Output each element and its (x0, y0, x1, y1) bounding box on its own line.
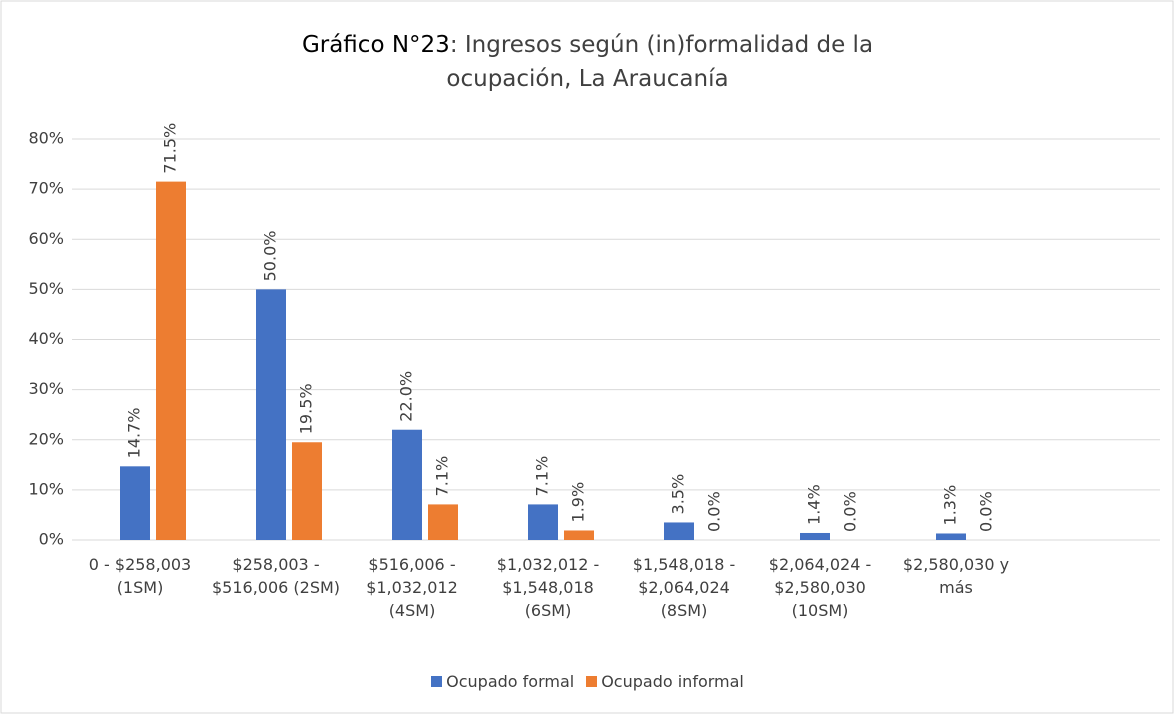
data-label: 0.0% (841, 491, 860, 532)
data-label: 71.5% (161, 123, 180, 174)
x-tick-label: $1,032,012 - $1,548,018 (6SM) (496, 555, 600, 620)
bar (664, 522, 694, 540)
y-tick-label: 50% (28, 279, 64, 298)
legend-label: Ocupado formal (446, 672, 575, 691)
data-label: 1.9% (569, 482, 588, 523)
legend-label: Ocupado informal (601, 672, 744, 691)
bar (564, 530, 594, 540)
title-bold: Gráfico N°23 (301, 32, 450, 58)
data-label: 14.7% (125, 407, 144, 458)
x-tick-label: $2,580,030 y más (902, 555, 1010, 597)
legend: Ocupado formal Ocupado informal (0, 672, 1175, 691)
bar (528, 504, 558, 540)
bar (428, 504, 458, 540)
data-label: 0.0% (705, 491, 724, 532)
y-tick-label: 70% (28, 179, 64, 198)
data-label: 19.5% (297, 383, 316, 434)
data-label: 0.0% (977, 491, 996, 532)
bar (800, 532, 830, 540)
legend-item: Ocupado formal (431, 672, 574, 691)
y-tick-label: 80% (28, 129, 64, 148)
legend-item: Ocupado informal (586, 672, 744, 691)
data-label: 1.4% (805, 484, 824, 525)
y-tick-label: 10% (28, 479, 64, 498)
data-label: 3.5% (669, 474, 688, 515)
bar (936, 533, 966, 540)
bar (120, 466, 150, 540)
data-label: 1.3% (941, 485, 960, 526)
data-label: 7.1% (533, 456, 552, 497)
bar (256, 289, 286, 540)
x-tick-label: $258,003 - $516,006 (2SM) (211, 555, 341, 597)
bar (392, 429, 422, 540)
x-tick-label: 0 - $258,003 (1SM) (88, 555, 192, 597)
data-label: 22.0% (397, 371, 416, 422)
title-rest: : Ingresos según (in)formalidad de la oc… (446, 32, 874, 92)
bar (156, 181, 186, 540)
x-tick-label: $1,548,018 - $2,064,024 (8SM) (632, 555, 736, 620)
data-label: 50.0% (261, 231, 280, 282)
y-tick-label: 0% (39, 530, 64, 549)
x-tick-label: $2,064,024 - $2,580,030 (10SM) (768, 555, 872, 620)
y-tick-label: 60% (28, 229, 64, 248)
bar (292, 442, 322, 540)
y-tick-label: 30% (28, 379, 64, 398)
legend-swatch (586, 676, 598, 687)
y-tick-label: 40% (28, 329, 64, 348)
data-label: 7.1% (433, 456, 452, 497)
chart-title: Gráfico N°23: Ingresos según (in)formali… (300, 28, 875, 96)
x-tick-label: $516,006 - $1,032,012 (4SM) (366, 555, 458, 620)
y-tick-label: 20% (28, 429, 64, 448)
legend-swatch (431, 676, 443, 687)
